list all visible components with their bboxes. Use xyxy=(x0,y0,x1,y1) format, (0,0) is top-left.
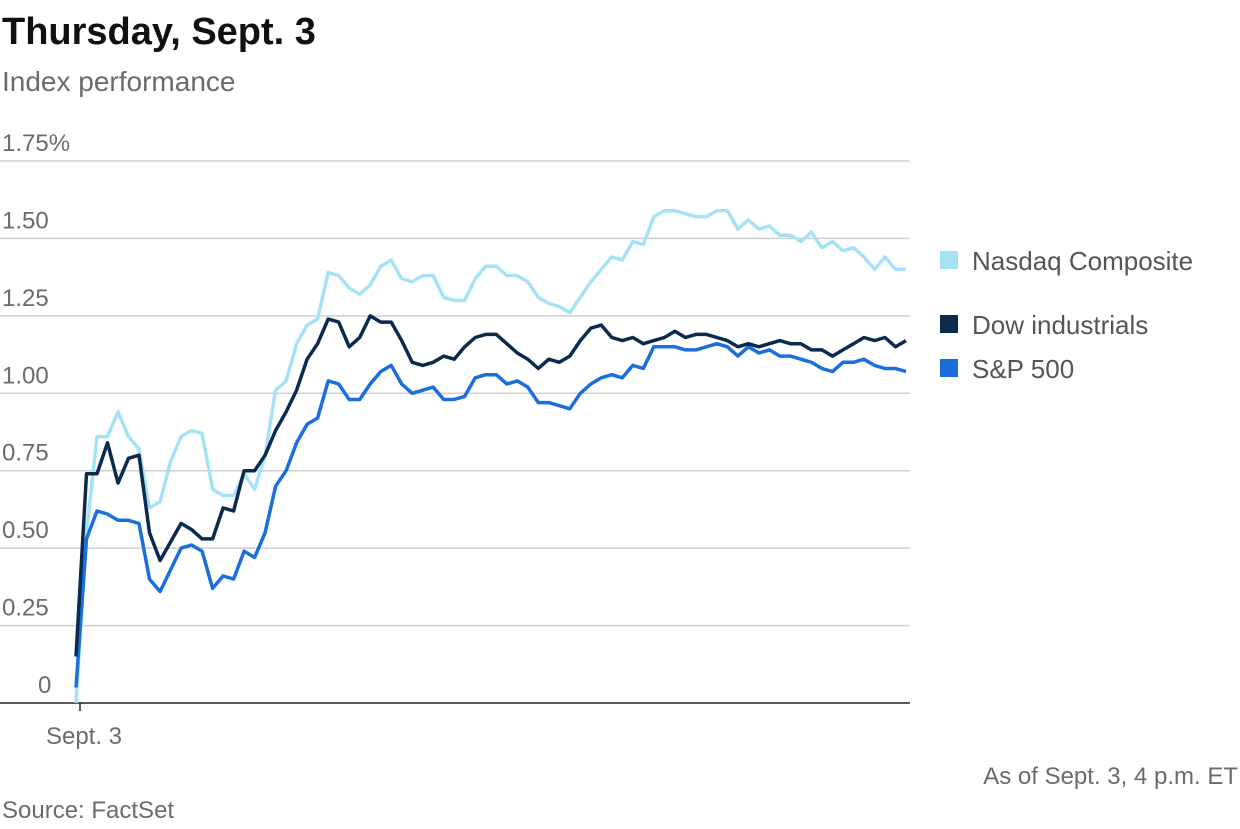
y-tick-label: 0.50 xyxy=(2,517,49,544)
y-tick-label: 1.25 xyxy=(2,285,49,312)
y-tick-label: 0 xyxy=(38,672,51,699)
line-2 xyxy=(74,341,907,688)
legend-label: Nasdaq Composite xyxy=(972,246,1193,276)
chart-subtitle: Index performance xyxy=(2,66,235,97)
line-0 xyxy=(74,208,906,704)
x-tick-label: Sept. 3 xyxy=(46,723,122,750)
source: Source: FactSet xyxy=(2,797,174,824)
legend-swatch xyxy=(940,359,958,377)
y-tick-label: 1.50 xyxy=(2,207,49,234)
y-tick-label: 1.00 xyxy=(2,362,49,389)
note: As of Sept. 3, 4 p.m. ET xyxy=(983,763,1238,790)
chart-title: Thursday, Sept. 3 xyxy=(2,11,316,53)
y-tick-label: 1.75% xyxy=(2,130,70,157)
legend-label: Dow industrials xyxy=(972,310,1148,340)
line-1 xyxy=(74,314,907,657)
y-tick-label: 0.25 xyxy=(2,595,49,622)
legend-swatch xyxy=(940,251,958,269)
legend-label: S&P 500 xyxy=(972,354,1074,384)
legend-swatch xyxy=(940,315,958,333)
y-tick-label: 0.75 xyxy=(2,440,49,467)
